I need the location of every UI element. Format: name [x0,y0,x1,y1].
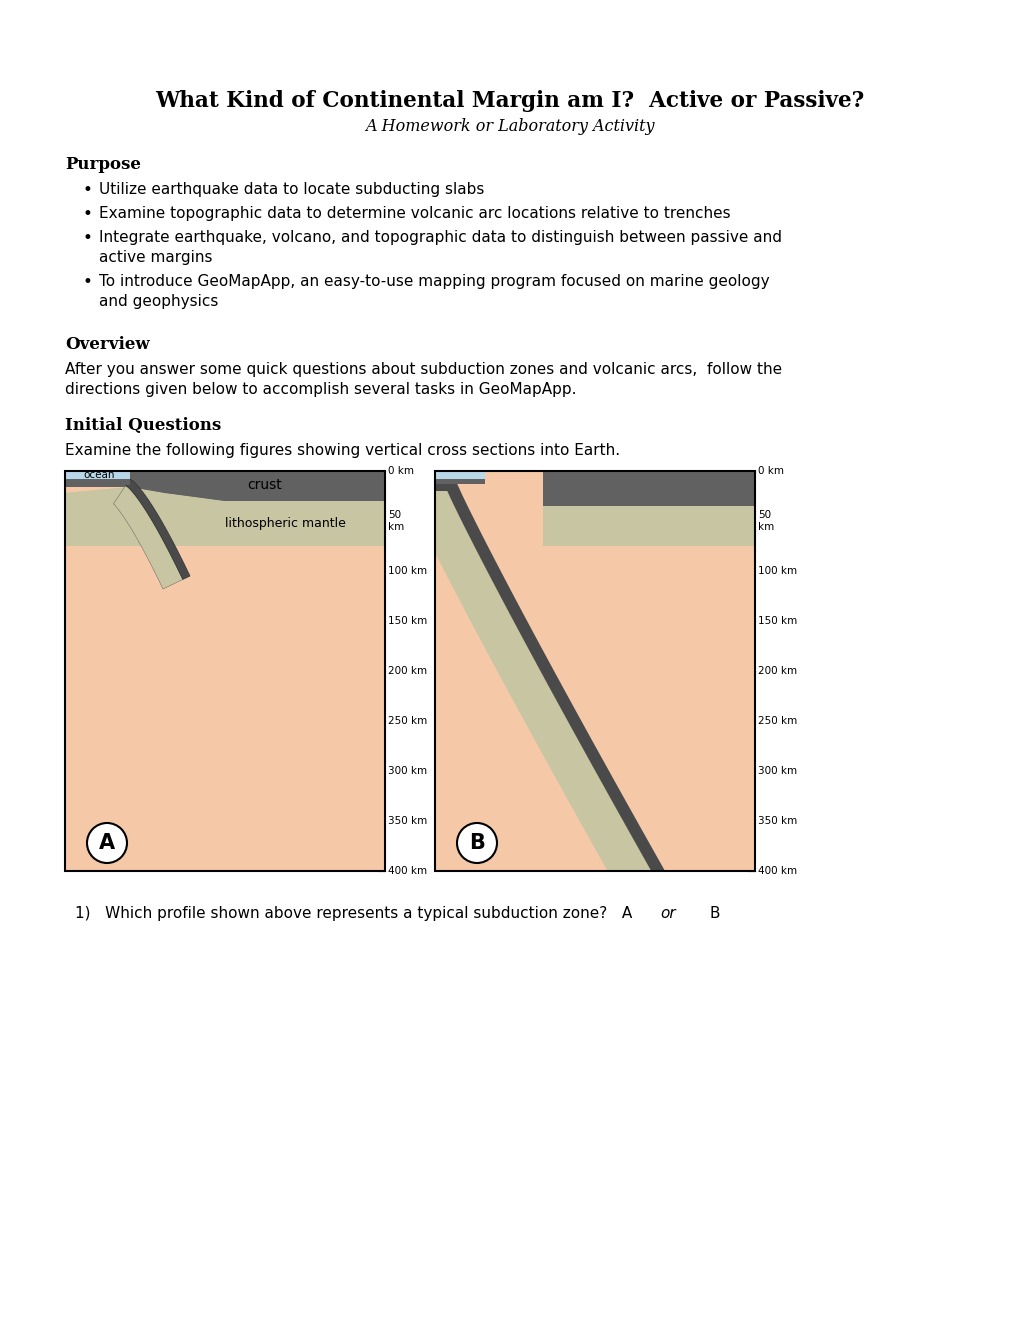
Text: 250 km: 250 km [757,715,797,726]
Text: To introduce GeoMapApp, an easy-to-use mapping program focused on marine geology: To introduce GeoMapApp, an easy-to-use m… [99,275,769,309]
Text: Initial Questions: Initial Questions [65,417,221,434]
Text: What Kind of Continental Margin am I?  Active or Passive?: What Kind of Continental Margin am I? Ac… [155,90,864,112]
Polygon shape [65,479,129,487]
Text: ocean: ocean [83,470,114,480]
Polygon shape [129,471,384,502]
Text: 300 km: 300 km [757,766,796,776]
Text: 400 km: 400 km [757,866,796,876]
Polygon shape [65,471,384,871]
Polygon shape [542,471,754,506]
Circle shape [457,822,496,863]
Polygon shape [129,471,384,502]
Text: 0 km: 0 km [387,466,414,477]
Polygon shape [434,471,754,871]
Text: crust: crust [248,478,282,492]
Polygon shape [113,486,182,589]
Text: 1)   Which profile shown above represents a typical subduction zone?   A: 1) Which profile shown above represents … [75,906,632,921]
Text: Examine topographic data to determine volcanic arc locations relative to trenche: Examine topographic data to determine vo… [99,206,730,220]
Text: •: • [83,230,93,247]
Polygon shape [65,487,384,546]
Text: 100 km: 100 km [387,566,427,576]
Text: 100 km: 100 km [757,566,796,576]
Text: 50
km: 50 km [757,511,773,532]
Text: B: B [709,906,719,921]
Polygon shape [65,487,384,546]
Text: A Homework or Laboratory Activity: A Homework or Laboratory Activity [365,117,654,135]
Polygon shape [542,506,754,546]
Text: 150 km: 150 km [387,616,427,626]
Polygon shape [542,471,754,506]
Polygon shape [434,479,664,876]
Circle shape [87,822,127,863]
Text: B: B [469,833,484,853]
Text: Utilize earthquake data to locate subducting slabs: Utilize earthquake data to locate subduc… [99,182,484,197]
Text: Examine the following figures showing vertical cross sections into Earth.: Examine the following figures showing ve… [65,444,620,458]
Bar [434,471,754,871]
Polygon shape [65,471,129,479]
Text: 350 km: 350 km [387,816,427,826]
Text: lithospheric mantle: lithospheric mantle [224,516,345,529]
Text: 150 km: 150 km [757,616,797,626]
Text: 200 km: 200 km [757,667,796,676]
Text: 250 km: 250 km [387,715,427,726]
Text: or: or [659,906,675,921]
Bar [65,471,384,871]
Polygon shape [125,479,190,579]
Text: 200 km: 200 km [387,667,427,676]
Polygon shape [542,506,754,546]
Text: •: • [83,206,93,223]
Polygon shape [65,479,129,484]
Text: 400 km: 400 km [387,866,427,876]
Text: 50
km: 50 km [387,511,404,532]
Polygon shape [434,471,484,479]
Text: Overview: Overview [65,337,150,352]
Polygon shape [409,484,654,895]
Text: 300 km: 300 km [387,766,427,776]
Text: Purpose: Purpose [65,156,141,173]
Text: After you answer some quick questions about subduction zones and volcanic arcs, : After you answer some quick questions ab… [65,362,782,397]
Text: Integrate earthquake, volcano, and topographic data to distinguish between passi: Integrate earthquake, volcano, and topog… [99,230,782,265]
Text: •: • [83,275,93,290]
Polygon shape [434,479,484,484]
Polygon shape [65,471,129,479]
Text: 350 km: 350 km [757,816,797,826]
Text: A: A [99,833,115,853]
Text: 0 km: 0 km [757,466,784,477]
Text: •: • [83,182,93,199]
